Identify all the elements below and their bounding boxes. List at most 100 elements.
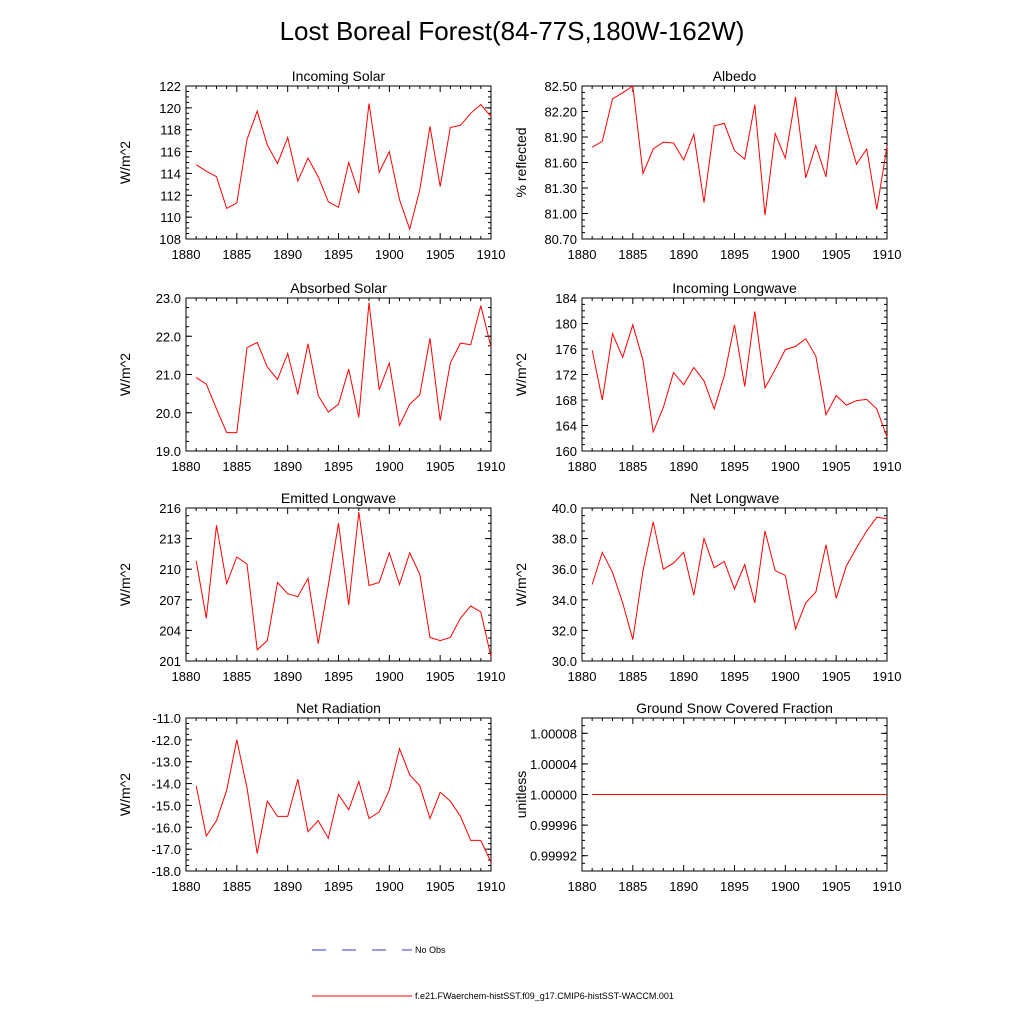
x-tick-label: 1890 bbox=[273, 459, 302, 474]
y-tick-label: 34.0 bbox=[552, 593, 577, 608]
y-tick-label: -13.0 bbox=[151, 755, 181, 770]
y-tick-label: 160 bbox=[555, 444, 577, 459]
x-tick-label: 1885 bbox=[618, 459, 647, 474]
x-tick-label: 1900 bbox=[771, 669, 800, 684]
y-tick-label: 207 bbox=[159, 593, 181, 608]
panels: Incoming Solar W/m^2 1880 1885 1890 1895 1900 1… bbox=[117, 68, 901, 894]
x-tick-label: 1905 bbox=[426, 459, 455, 474]
y-tick-label: 0.99992 bbox=[530, 849, 577, 864]
x-tick-label: 1905 bbox=[822, 669, 851, 684]
x-tick-label: 1895 bbox=[720, 459, 749, 474]
x-tick-label: 1885 bbox=[222, 247, 251, 262]
panel-title: Net Radiation bbox=[296, 700, 381, 716]
x-tick-label: 1910 bbox=[477, 459, 506, 474]
y-tick-label: 40.0 bbox=[552, 501, 577, 516]
panel-title: Incoming Solar bbox=[292, 68, 386, 84]
y-tick-label: -18.0 bbox=[151, 864, 181, 879]
y-tick-label: 204 bbox=[159, 623, 181, 638]
x-tick-label: 1905 bbox=[426, 247, 455, 262]
y-tick-label: 184 bbox=[555, 291, 577, 306]
y-tick-label: 23.0 bbox=[156, 291, 181, 306]
x-tick-label: 1890 bbox=[669, 247, 698, 262]
panel-title: Absorbed Solar bbox=[290, 280, 387, 296]
y-axis-label: W/m^2 bbox=[117, 141, 133, 184]
y-tick-label: 110 bbox=[160, 210, 181, 225]
chart-panel: Emitted Longwave W/m^2 1880 1885 1890 1895 190… bbox=[117, 490, 505, 684]
x-tick-label: 1900 bbox=[375, 459, 404, 474]
x-tick-label: 1880 bbox=[172, 459, 201, 474]
panel-title: Net Longwave bbox=[690, 490, 780, 506]
y-tick-label: 81.90 bbox=[544, 130, 577, 145]
y-tick-label: 1.00008 bbox=[530, 726, 577, 741]
y-axis-label: W/m^2 bbox=[117, 353, 133, 396]
y-tick-label: -17.0 bbox=[151, 842, 181, 857]
panel-title: Ground Snow Covered Fraction bbox=[636, 700, 833, 716]
x-tick-label: 1895 bbox=[324, 669, 353, 684]
y-tick-label: -11.0 bbox=[152, 711, 181, 726]
y-tick-label: 81.00 bbox=[544, 207, 577, 222]
y-tick-label: 38.0 bbox=[552, 532, 577, 547]
y-axis-label: W/m^2 bbox=[117, 563, 133, 606]
chart-panel: Ground Snow Covered Fraction unitless 1880… bbox=[513, 700, 901, 894]
x-tick-label: 1880 bbox=[172, 669, 201, 684]
legend: No Obs f.e21.FWaerchem-histSST.f09_g17.C… bbox=[312, 945, 674, 1001]
x-tick-label: 1895 bbox=[324, 247, 353, 262]
x-tick-label: 1905 bbox=[426, 879, 455, 894]
x-tick-label: 1900 bbox=[771, 879, 800, 894]
panel-title: Incoming Longwave bbox=[672, 280, 797, 296]
plot-frame bbox=[581, 507, 888, 662]
y-tick-label: 21.0 bbox=[156, 368, 181, 383]
y-tick-label: 36.0 bbox=[552, 562, 577, 577]
x-tick-label: 1890 bbox=[273, 247, 302, 262]
series-line bbox=[195, 739, 492, 863]
chart-panel: Incoming Solar W/m^2 1880 1885 1890 1895 1900 1… bbox=[117, 68, 505, 262]
x-tick-label: 1910 bbox=[477, 669, 506, 684]
plot-frame bbox=[581, 297, 888, 452]
x-tick-label: 1910 bbox=[873, 669, 902, 684]
y-tick-label: 108 bbox=[159, 232, 181, 247]
chart-panel: Absorbed Solar W/m^2 1880 1885 1890 1895 1900 1… bbox=[117, 280, 505, 474]
y-tick-label: 1.00000 bbox=[530, 788, 577, 803]
legend-model-label: f.e21.FWaerchem-histSST.f09_g17.CMIP6-hi… bbox=[415, 991, 674, 1001]
y-tick-label: 1.00004 bbox=[530, 757, 577, 772]
y-tick-label: 216 bbox=[159, 501, 181, 516]
x-tick-label: 1890 bbox=[669, 879, 698, 894]
x-tick-label: 1905 bbox=[426, 669, 455, 684]
y-tick-label: 116 bbox=[160, 145, 181, 160]
x-tick-label: 1890 bbox=[669, 669, 698, 684]
series-line bbox=[195, 302, 492, 434]
x-tick-label: 1900 bbox=[375, 879, 404, 894]
plot-frame bbox=[185, 297, 492, 452]
x-tick-label: 1890 bbox=[273, 669, 302, 684]
y-tick-label: 210 bbox=[159, 562, 181, 577]
y-tick-label: 213 bbox=[159, 532, 181, 547]
x-tick-label: 1880 bbox=[568, 247, 597, 262]
legend-obs-label: No Obs bbox=[415, 945, 446, 955]
y-tick-label: 164 bbox=[555, 419, 577, 434]
x-tick-label: 1905 bbox=[822, 879, 851, 894]
plot-frame bbox=[185, 85, 492, 240]
x-tick-label: 1910 bbox=[477, 247, 506, 262]
x-tick-label: 1885 bbox=[222, 669, 251, 684]
x-tick-label: 1890 bbox=[669, 459, 698, 474]
x-tick-label: 1895 bbox=[324, 879, 353, 894]
x-tick-label: 1905 bbox=[822, 247, 851, 262]
series-line bbox=[195, 512, 492, 658]
x-tick-label: 1880 bbox=[568, 459, 597, 474]
y-tick-label: -14.0 bbox=[151, 777, 181, 792]
y-tick-label: 168 bbox=[555, 393, 577, 408]
chart-panel: Albedo % reflected 1880 1885 1890 1895 1900 190… bbox=[513, 68, 901, 262]
plot-frame bbox=[185, 507, 492, 662]
chart-panel: Net Radiation W/m^2 1880 1885 1890 1895 1900 19… bbox=[117, 700, 505, 894]
x-tick-label: 1895 bbox=[720, 879, 749, 894]
y-tick-label: -12.0 bbox=[151, 733, 181, 748]
y-tick-label: 22.0 bbox=[156, 329, 181, 344]
series-line bbox=[591, 516, 888, 640]
y-tick-label: 118 bbox=[160, 123, 181, 138]
x-tick-label: 1885 bbox=[618, 247, 647, 262]
y-tick-label: 82.20 bbox=[544, 105, 577, 120]
x-tick-label: 1885 bbox=[222, 459, 251, 474]
y-tick-label: 19.0 bbox=[156, 444, 181, 459]
y-axis-label: W/m^2 bbox=[117, 773, 133, 816]
